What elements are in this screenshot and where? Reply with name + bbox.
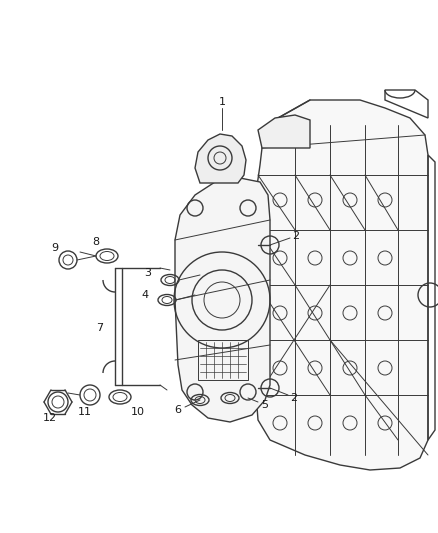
Polygon shape	[255, 100, 428, 470]
Polygon shape	[175, 178, 270, 422]
Polygon shape	[258, 115, 310, 148]
Text: 6: 6	[174, 405, 181, 415]
Text: 3: 3	[145, 268, 152, 278]
Text: 2: 2	[293, 231, 300, 241]
Text: 5: 5	[261, 400, 268, 410]
Text: 9: 9	[51, 243, 59, 253]
Text: 10: 10	[131, 407, 145, 417]
Text: 11: 11	[78, 407, 92, 417]
Text: 1: 1	[219, 97, 226, 107]
Polygon shape	[195, 134, 246, 183]
Text: 12: 12	[43, 413, 57, 423]
Text: 2: 2	[290, 393, 297, 403]
Text: 7: 7	[96, 323, 103, 333]
Text: 4: 4	[141, 290, 148, 300]
Text: 8: 8	[92, 237, 99, 247]
